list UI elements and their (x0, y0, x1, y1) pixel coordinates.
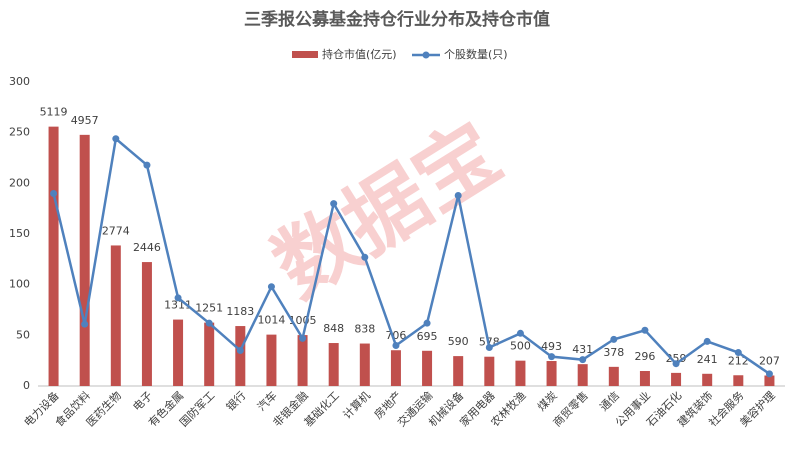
data-label: 2774 (102, 224, 130, 237)
data-label: 378 (603, 346, 624, 359)
y-tick-label: 200 (9, 176, 30, 189)
bar (79, 134, 90, 386)
data-label: 848 (323, 322, 344, 335)
line-point (174, 294, 182, 302)
line-point (299, 334, 307, 342)
bar (639, 371, 650, 386)
line-point (548, 353, 556, 361)
x-tick-label: 通信 (597, 389, 622, 414)
line-point (423, 319, 431, 327)
bar (484, 356, 495, 386)
bar (266, 334, 277, 386)
data-label: 838 (354, 323, 375, 336)
line-point (485, 343, 493, 351)
legend-swatch (422, 51, 430, 59)
bar (764, 375, 775, 386)
bar (141, 262, 152, 386)
line-point (50, 189, 58, 197)
line-point (205, 319, 213, 327)
data-label: 1014 (257, 314, 285, 327)
line-point (672, 360, 680, 368)
bar (422, 350, 433, 386)
data-label: 241 (697, 353, 718, 366)
data-label: 4957 (71, 114, 99, 127)
data-label: 590 (448, 335, 469, 348)
line-point (112, 135, 120, 143)
x-tick-label: 煤炭 (535, 389, 560, 414)
line (52, 136, 771, 375)
data-label: 431 (572, 343, 593, 356)
data-label: 207 (759, 355, 780, 368)
data-label: 1251 (195, 302, 223, 315)
data-label: 296 (634, 350, 655, 363)
bar (577, 364, 588, 386)
bar (546, 361, 557, 386)
x-tick-label: 银行 (223, 388, 248, 413)
x-tick-label: 计算机 (340, 388, 373, 421)
x-tick-label: 医药生物 (83, 388, 124, 429)
line-point (734, 349, 742, 357)
y-tick-label: 250 (9, 126, 30, 139)
bar (608, 366, 619, 386)
data-label: 2446 (133, 241, 161, 254)
legend-swatch (292, 51, 318, 58)
y-tick-label: 150 (9, 227, 30, 240)
data-label: 493 (541, 340, 562, 353)
line-point (361, 253, 369, 261)
bar (733, 375, 744, 386)
data-label: 1005 (289, 314, 317, 327)
bar (204, 322, 215, 386)
bar (235, 326, 246, 386)
y-tick-label: 100 (9, 278, 30, 291)
bar (702, 373, 713, 386)
legend-label: 个股数量(只) (444, 48, 508, 61)
bar (48, 126, 59, 387)
y-tick-label: 300 (9, 75, 30, 88)
bar (297, 335, 308, 386)
line-point (330, 200, 338, 208)
bar (671, 372, 682, 386)
x-tick-label: 商贸零售 (550, 388, 591, 429)
bar (453, 356, 464, 386)
data-label: 1183 (226, 305, 254, 318)
line-point (765, 370, 773, 378)
bar (359, 343, 370, 386)
x-tick-label: 国防军工 (176, 388, 217, 429)
bar (173, 319, 184, 386)
x-tick-label: 美容护理 (737, 388, 778, 429)
bar (110, 245, 121, 386)
line-point (267, 283, 275, 291)
data-label: 1311 (164, 299, 192, 312)
line-point (579, 356, 587, 364)
line-point (641, 326, 649, 334)
bar (328, 343, 339, 386)
line-point (143, 161, 151, 169)
bar (390, 350, 401, 386)
legend-label: 持仓市值(亿元) (322, 47, 397, 61)
data-label: 5119 (40, 106, 68, 119)
data-label: 695 (417, 330, 438, 343)
y-tick-label: 50 (16, 328, 30, 341)
chart-title: 三季报公募基金持仓行业分布及持仓市值 (244, 9, 550, 30)
line-point (516, 329, 524, 337)
data-label: 500 (510, 340, 531, 353)
x-tick-label: 电子 (130, 389, 155, 414)
line-point (610, 335, 618, 343)
x-tick-label: 汽车 (254, 388, 279, 413)
data-label: 259 (666, 352, 687, 365)
x-tick-label: 基础化工 (301, 388, 342, 429)
x-tick-label: 农林牧渔 (488, 388, 529, 429)
y-tick-label: 0 (23, 379, 30, 392)
line-point (81, 320, 89, 328)
line-point (236, 347, 244, 355)
line-point (703, 337, 711, 345)
bar (515, 360, 526, 386)
line-point (454, 191, 462, 199)
line-point (392, 341, 400, 349)
watermark: 数据宝 (258, 105, 517, 316)
